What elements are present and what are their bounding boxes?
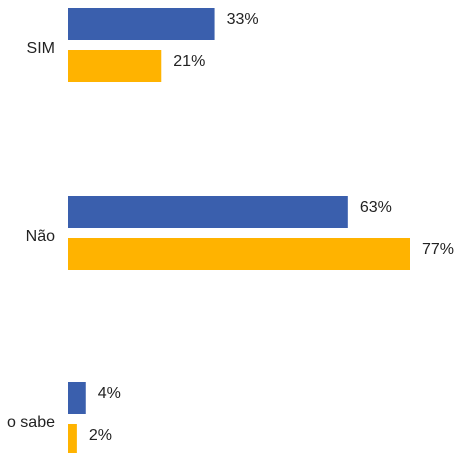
bar [68,196,348,228]
value-label: 77% [422,241,454,258]
value-label: 33% [227,11,259,28]
value-label: 4% [98,385,121,402]
category-label: Não [26,228,55,245]
value-label: 63% [360,199,392,216]
category-label: SIM [27,40,55,57]
bar [68,50,162,82]
value-label: 21% [173,53,205,70]
bar [68,382,86,414]
value-label: 2% [89,427,112,444]
bar [68,424,77,453]
bar [68,238,410,270]
bar [68,8,215,40]
category-label: o sabe [7,414,55,431]
